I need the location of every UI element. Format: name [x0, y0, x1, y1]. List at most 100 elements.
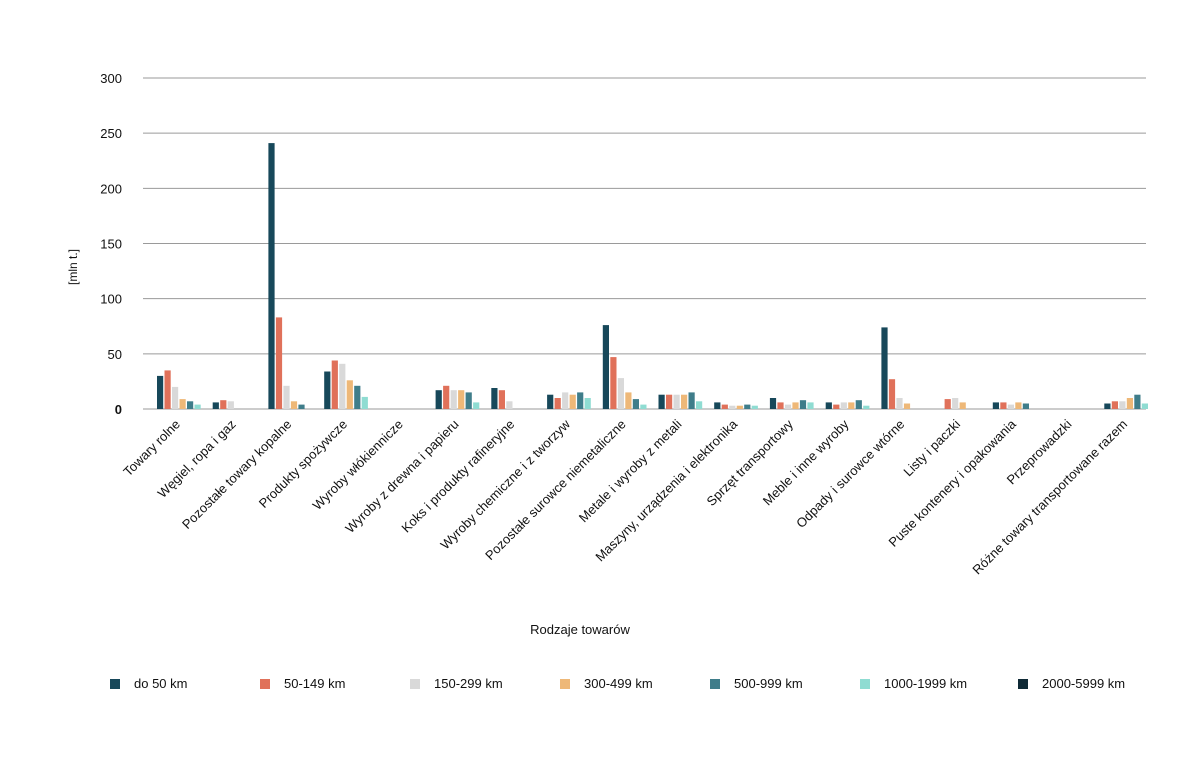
bar	[751, 405, 758, 409]
bar	[848, 402, 855, 409]
bar	[825, 402, 832, 409]
bar	[354, 385, 361, 409]
bar	[339, 363, 346, 409]
legend-label: 1000-1999 km	[884, 676, 968, 691]
legend-item: 500-999 km	[710, 676, 803, 691]
bar	[640, 404, 647, 409]
x-tick-label: Odpady i surowce wtórne	[793, 417, 907, 531]
bar	[632, 399, 639, 409]
bar	[952, 398, 959, 409]
bar	[498, 390, 505, 409]
legend-swatch	[1018, 678, 1028, 689]
x-axis-title: Rodzaje towarów	[530, 622, 630, 637]
bar	[164, 370, 171, 409]
bar	[506, 401, 513, 409]
legend-item: 300-499 km	[560, 676, 653, 691]
y-tick-label: 0	[115, 402, 122, 417]
bar	[863, 405, 870, 409]
bar	[688, 392, 695, 409]
bar	[554, 398, 561, 409]
y-tick-label: 150	[100, 237, 122, 252]
bar	[658, 394, 665, 409]
bar	[1141, 403, 1148, 409]
bar	[458, 390, 465, 409]
bar	[443, 385, 450, 409]
bar	[1119, 401, 1126, 409]
legend-label: 300-499 km	[584, 676, 653, 691]
bar	[450, 390, 457, 409]
legend-label: 150-299 km	[434, 676, 503, 691]
bar	[1022, 403, 1029, 409]
bar	[855, 400, 862, 409]
bar	[547, 394, 554, 409]
bar	[1134, 394, 1141, 409]
bar	[331, 360, 338, 409]
bar	[157, 375, 164, 409]
bar	[275, 317, 283, 409]
bar	[744, 404, 751, 409]
bar	[577, 392, 584, 409]
legend-swatch	[860, 678, 870, 689]
bar	[562, 392, 569, 409]
legend-label: 2000-5999 km	[1042, 676, 1126, 691]
bar	[696, 401, 703, 409]
bar	[435, 390, 442, 409]
bar	[714, 402, 721, 409]
bar	[1007, 404, 1014, 409]
bar	[792, 402, 799, 409]
bar	[833, 404, 840, 409]
y-tick-label: 250	[100, 126, 122, 141]
bar	[584, 398, 591, 409]
bar	[959, 402, 966, 409]
bar	[212, 402, 219, 409]
bar	[220, 400, 227, 409]
bar	[1126, 398, 1133, 409]
x-tick-label: Wyroby z drewna i papieru	[342, 417, 461, 536]
bar	[1104, 403, 1111, 409]
bar	[491, 388, 498, 409]
legend-swatch	[410, 678, 420, 689]
bar	[1000, 402, 1007, 409]
bar	[903, 403, 911, 409]
bar	[881, 327, 888, 409]
bar	[729, 405, 736, 409]
legend-swatch	[710, 678, 720, 689]
legend-item: 1000-1999 km	[860, 676, 967, 691]
bar	[992, 402, 999, 409]
bar	[721, 404, 728, 409]
bar	[888, 379, 896, 409]
legend-label: 50-149 km	[284, 676, 346, 691]
bar	[569, 394, 576, 409]
legend-item: 150-299 km	[410, 676, 503, 691]
bar	[465, 392, 472, 409]
legend-swatch	[260, 678, 270, 689]
bar	[666, 394, 673, 409]
legend-item: do 50 km	[110, 676, 187, 691]
bar	[777, 402, 784, 409]
bar	[227, 401, 234, 409]
x-tick-label: Pozostałe towary kopalne	[179, 417, 294, 532]
bar	[172, 386, 179, 409]
legend: do 50 km 50-149 km 150-299 km 300-499 km 500…	[110, 676, 1170, 696]
bar	[1015, 402, 1022, 409]
y-tick-label: 200	[100, 181, 122, 196]
bar	[610, 357, 617, 409]
bar	[187, 401, 194, 409]
legend-label: do 50 km	[134, 676, 188, 691]
bar	[736, 405, 743, 409]
bar	[268, 143, 275, 409]
bar	[194, 404, 201, 409]
legend-item: 50-149 km	[260, 676, 345, 691]
legend-swatch	[560, 678, 570, 689]
bar	[298, 404, 305, 409]
legend-label: 500-999 km	[734, 676, 803, 691]
legend-swatch	[110, 678, 120, 689]
y-tick-label: 50	[108, 347, 122, 362]
x-tick-label: Koks i produkty rafineryjne	[398, 417, 517, 536]
gridlines	[143, 77, 1146, 410]
bar	[346, 380, 353, 409]
x-tick-label: Metale i wyroby z metali	[576, 416, 685, 525]
bar	[290, 401, 298, 409]
y-axis-ticks: 0 50 100 150 200 250 300	[100, 71, 122, 417]
